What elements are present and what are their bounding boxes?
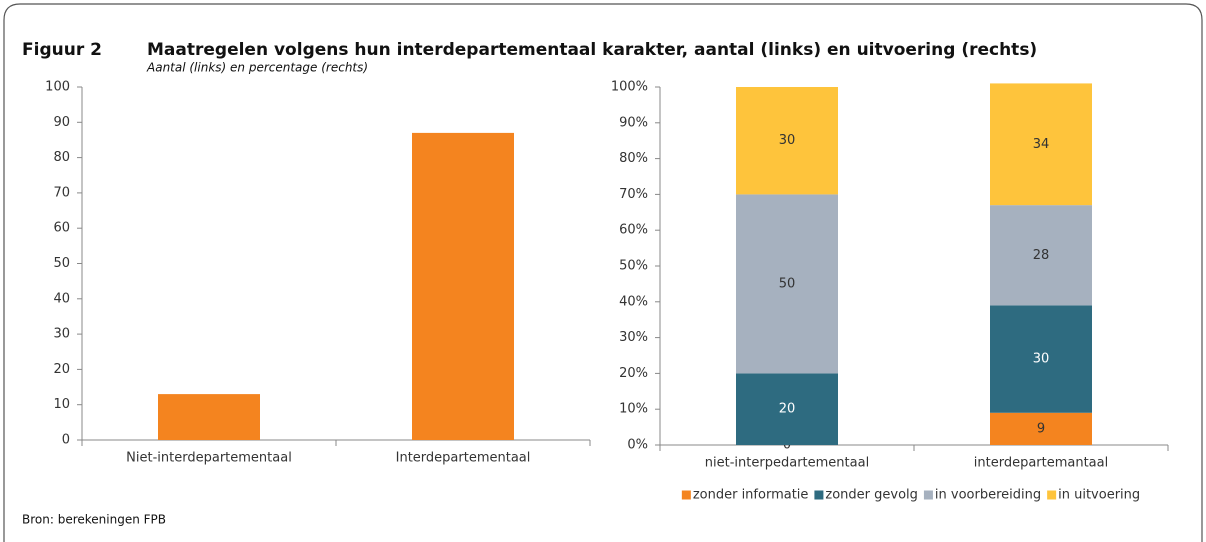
y-tick-label: 70: [53, 185, 70, 200]
bar-segment: [990, 205, 1092, 306]
y-tick-label: 80%: [619, 151, 648, 166]
data-label: 30: [1033, 352, 1050, 367]
x-tick-label: Niet-interdepartementaal: [126, 451, 292, 466]
bar-segment: [990, 305, 1092, 413]
frame: [3, 3, 1203, 542]
y-tick-label: 30: [53, 327, 70, 342]
x-tick-label: Interdepartementaal: [396, 451, 531, 466]
figure-subtitle: Aantal (links) en percentage (rechts): [146, 61, 368, 75]
y-tick-label: 20: [53, 362, 70, 377]
y-tick-label: 40: [53, 291, 70, 306]
y-tick-label: 10: [53, 397, 70, 412]
y-tick-label: 10%: [619, 402, 648, 417]
y-tick-label: 100: [45, 80, 70, 95]
y-tick-label: 50: [53, 256, 70, 271]
y-tick-label: 80: [53, 150, 70, 165]
y-tick-label: 0: [62, 433, 70, 448]
bar-segment: [990, 412, 1092, 445]
bar-segment: [990, 83, 1092, 206]
y-tick-label: 30%: [619, 330, 648, 345]
bar-segment: [736, 194, 838, 374]
bar: [158, 394, 260, 440]
y-tick-label: 0%: [627, 438, 648, 453]
y-tick-label: 70%: [619, 187, 648, 202]
y-tick-label: 20%: [619, 366, 648, 381]
data-label: 9: [1037, 421, 1045, 436]
bar: [412, 132, 514, 440]
data-label: 34: [1033, 137, 1050, 152]
legend-swatch: [923, 490, 933, 500]
y-tick-label: 60: [53, 221, 70, 236]
figure-title: Maatregelen volgens hun interdepartement…: [147, 40, 1037, 60]
legend-label: zonder gevolg: [825, 488, 918, 503]
x-tick-label: niet-interpedartementaal: [705, 456, 869, 471]
data-label: 20: [779, 402, 796, 417]
source: Bron: berekeningen FPB: [22, 513, 166, 527]
y-tick-label: 90%: [619, 115, 648, 130]
y-tick-label: 100%: [611, 80, 648, 95]
x-tick-label: interdepartemantaal: [974, 456, 1108, 471]
figure-label: Figuur 2: [22, 40, 102, 60]
bar-segment: [736, 87, 838, 195]
y-tick-label: 40%: [619, 294, 648, 309]
y-tick-label: 60%: [619, 223, 648, 238]
data-label: 50: [779, 276, 796, 291]
legend-swatch: [814, 490, 824, 500]
bar-segment: [736, 373, 838, 445]
legend-label: in voorbereiding: [935, 488, 1041, 503]
legend-swatch: [1047, 490, 1057, 500]
legend-label: zonder informatie: [693, 488, 809, 503]
data-label: 28: [1033, 248, 1050, 263]
legend-label: in uitvoering: [1058, 488, 1140, 503]
y-tick-label: 90: [53, 115, 70, 130]
legend-swatch: [681, 490, 691, 500]
y-tick-label: 50%: [619, 259, 648, 274]
data-label: 30: [779, 133, 796, 148]
